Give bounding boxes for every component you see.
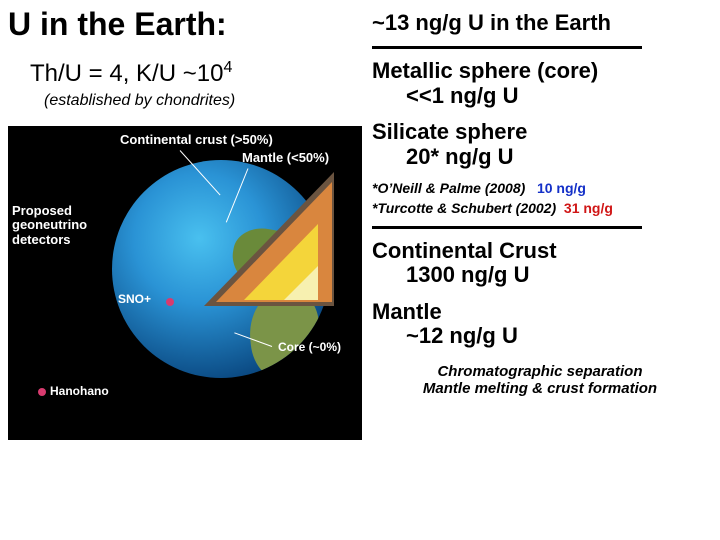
bulk-earth-heading: ~13 ng/g U in the Earth bbox=[370, 8, 720, 40]
ratios-exponent: 4 bbox=[223, 59, 232, 76]
left-column: U in the Earth: Th/U = 4, K/U ~104 (esta… bbox=[0, 0, 370, 110]
footnote-l1: Chromatographic separation bbox=[370, 363, 710, 380]
cc-item: Continental Crust 1300 ng/g U bbox=[370, 237, 720, 298]
core-l1: Metallic sphere (core) bbox=[372, 58, 598, 83]
silicate-l1: Silicate sphere bbox=[372, 119, 527, 144]
sno-detector-dot-icon bbox=[166, 298, 174, 306]
ref-turcotte-val: 31 ng/g bbox=[564, 200, 613, 216]
hanohano-label: Hanohano bbox=[50, 384, 109, 398]
ref-oneill-val: 10 ng/g bbox=[537, 180, 586, 196]
core-label: Core (~0%) bbox=[278, 340, 341, 354]
cc-l1: Continental Crust bbox=[372, 238, 557, 263]
ref-turcotte-text: *Turcotte & Schubert (2002) bbox=[372, 200, 556, 216]
earth-diagram: Proposed geoneutrino detectors Continent… bbox=[8, 126, 362, 440]
divider bbox=[372, 46, 642, 49]
detectors-l1: Proposed bbox=[12, 204, 87, 218]
silicate-l2: 20* ng/g U bbox=[372, 145, 720, 170]
detectors-label: Proposed geoneutrino detectors bbox=[12, 204, 87, 247]
ref-oneill-text: *O’Neill & Palme (2008) bbox=[372, 180, 525, 196]
crust-label: Continental crust (>50%) bbox=[120, 132, 273, 147]
mantle-item: Mantle ~12 ng/g U bbox=[370, 298, 720, 359]
right-column: ~13 ng/g U in the Earth Metallic sphere … bbox=[370, 0, 720, 398]
silicate-item: Silicate sphere 20* ng/g U bbox=[370, 118, 720, 179]
ratios-line: Th/U = 4, K/U ~104 bbox=[0, 49, 370, 88]
core-l2: <<1 ng/g U bbox=[372, 84, 720, 109]
cc-l2: 1300 ng/g U bbox=[372, 263, 720, 288]
earth-cutaway bbox=[204, 172, 334, 306]
sno-label: SNO+ bbox=[118, 292, 151, 306]
ratios-text: Th/U = 4, K/U ~10 bbox=[30, 60, 223, 87]
core-wedge-icon bbox=[284, 266, 318, 300]
divider bbox=[372, 226, 642, 229]
footnote-l2: Mantle melting & crust formation bbox=[370, 380, 710, 397]
page-title: U in the Earth: bbox=[0, 0, 370, 49]
ratios-footnote: (established by chondrites) bbox=[0, 88, 370, 110]
ref-turcotte: *Turcotte & Schubert (2002) 31 ng/g bbox=[370, 200, 720, 220]
mantle-l2: ~12 ng/g U bbox=[372, 324, 720, 349]
footnote: Chromatographic separation Mantle meltin… bbox=[370, 359, 720, 398]
mantle-l1: Mantle bbox=[372, 299, 442, 324]
hanohano-detector-dot-icon bbox=[38, 388, 46, 396]
core-item: Metallic sphere (core) <<1 ng/g U bbox=[370, 57, 720, 118]
detectors-l2: geoneutrino bbox=[12, 218, 87, 232]
mantle-label: Mantle (<50%) bbox=[242, 150, 329, 165]
detectors-l3: detectors bbox=[12, 233, 87, 247]
ref-oneill: *O’Neill & Palme (2008) 10 ng/g bbox=[370, 180, 720, 200]
